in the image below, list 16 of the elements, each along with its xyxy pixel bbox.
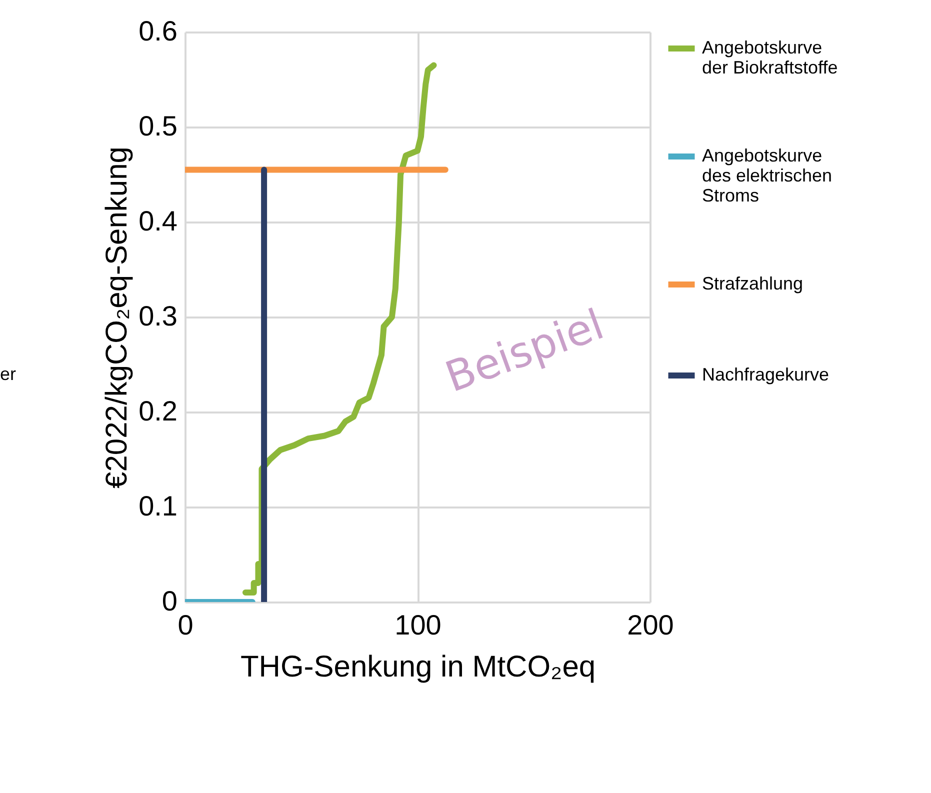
legend-label: Angebotskurve der Biokraftstoffe	[702, 38, 838, 78]
y-tick-label: 0	[162, 586, 178, 616]
legend-label: Angebotskurve des elektrischen Stroms	[702, 146, 832, 206]
y-tick-label: 0.1	[138, 490, 178, 522]
text: er	[0, 364, 16, 384]
legend-label: Nachfragekurve	[702, 364, 830, 384]
y-tick-label: 0.2	[138, 396, 178, 426]
y-tick-label: 0.5	[138, 110, 178, 142]
x-tick-label: 200	[627, 610, 674, 640]
y-tick-label: 0.4	[138, 206, 178, 236]
y-axis-title: €2022/kgCO₂eq-Senkung	[100, 146, 134, 488]
y-tick-label: 0.3	[138, 300, 178, 332]
legend-label: Strafzahlung	[702, 274, 804, 294]
x-tick-label: 100	[394, 610, 442, 640]
y-tick-label: 0.6	[138, 16, 178, 46]
x-axis-title: THG-Senkung in MtCO₂eq	[240, 650, 596, 684]
